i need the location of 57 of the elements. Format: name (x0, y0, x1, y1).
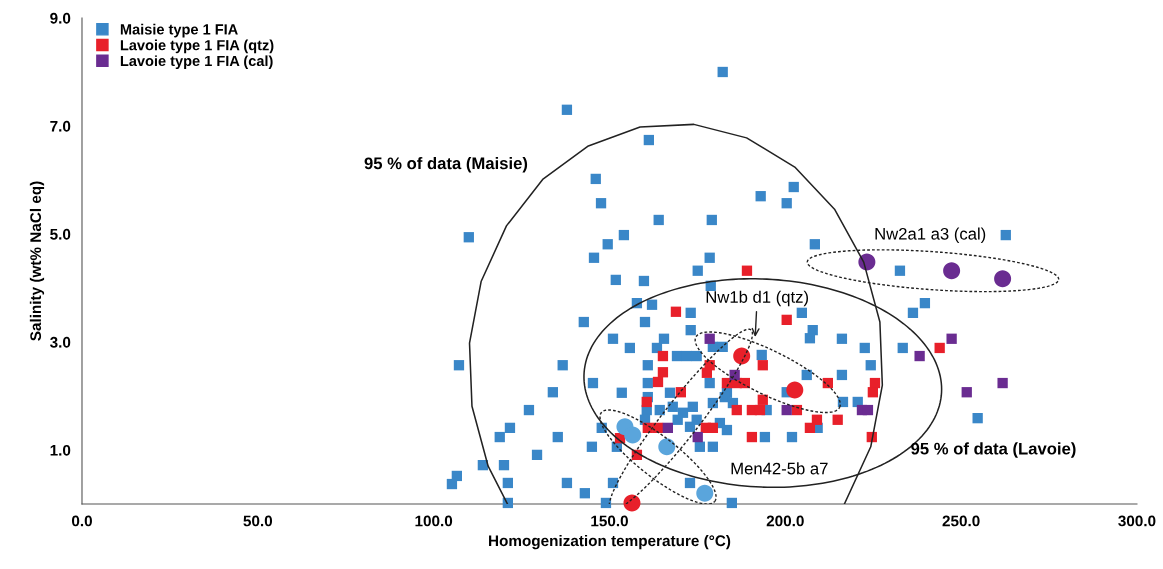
x-axis-title: Homogenization temperature (°C) (489, 534, 731, 550)
point (862, 404, 874, 416)
x-tick-label: 150.0 (591, 515, 628, 527)
point (997, 377, 1008, 389)
x-tick-label: 0.0 (71, 515, 92, 527)
point (696, 484, 714, 502)
point (670, 306, 682, 317)
x-tick-label: 200.0 (766, 515, 804, 527)
point (731, 404, 742, 416)
point (746, 431, 758, 443)
y-tick-label: 3.0 (50, 336, 71, 348)
point (786, 381, 804, 399)
point (707, 422, 719, 434)
x-tick-label: 50.0 (243, 515, 273, 527)
annotation: Men42-5b a7 (731, 462, 828, 475)
point (641, 396, 652, 408)
x-tick-label: 100.0 (415, 515, 453, 527)
point (961, 387, 972, 398)
y-tick-label: 7.0 (50, 120, 71, 132)
point (757, 360, 768, 371)
legend-label: Maisie type 1 FIA (120, 23, 238, 38)
point (781, 314, 792, 326)
y-tick-label: 9.0 (50, 12, 71, 24)
point (754, 404, 766, 416)
point (757, 394, 768, 405)
annotation: 95 % of data (Maisie) (364, 157, 528, 173)
point (804, 422, 816, 434)
legend-label: Lavoie type 1 FIA (qtz) (120, 39, 274, 54)
point (781, 404, 792, 416)
point (657, 350, 669, 362)
point (867, 387, 879, 398)
annotation: 95 % of data (Lavoie) (911, 442, 1076, 458)
annotation: Nw1b d1 (qtz) (706, 290, 808, 307)
annotation: Nw2a1 a3 (cal) (875, 227, 986, 243)
x-tick-label: 250.0 (942, 515, 980, 527)
point (657, 367, 669, 378)
point (832, 414, 843, 425)
point (704, 333, 715, 344)
y-tick-label: 1.0 (50, 444, 71, 456)
point (662, 422, 673, 434)
point (692, 431, 703, 443)
point (733, 347, 751, 365)
point (914, 350, 925, 362)
x-tick-label: 300.0 (1118, 515, 1156, 527)
point (994, 270, 1012, 288)
point (946, 333, 957, 344)
point (741, 265, 753, 276)
point (623, 494, 641, 512)
y-axis-title: Salinity (wt% NaCl eq) (29, 181, 45, 341)
point (934, 342, 945, 354)
point (652, 376, 664, 388)
point (624, 426, 642, 444)
point (658, 438, 676, 456)
point (943, 262, 961, 280)
point (701, 367, 713, 378)
y-tick-label: 5.0 (50, 228, 71, 240)
legend-label: Lavoie type 1 FIA (cal) (120, 55, 273, 69)
